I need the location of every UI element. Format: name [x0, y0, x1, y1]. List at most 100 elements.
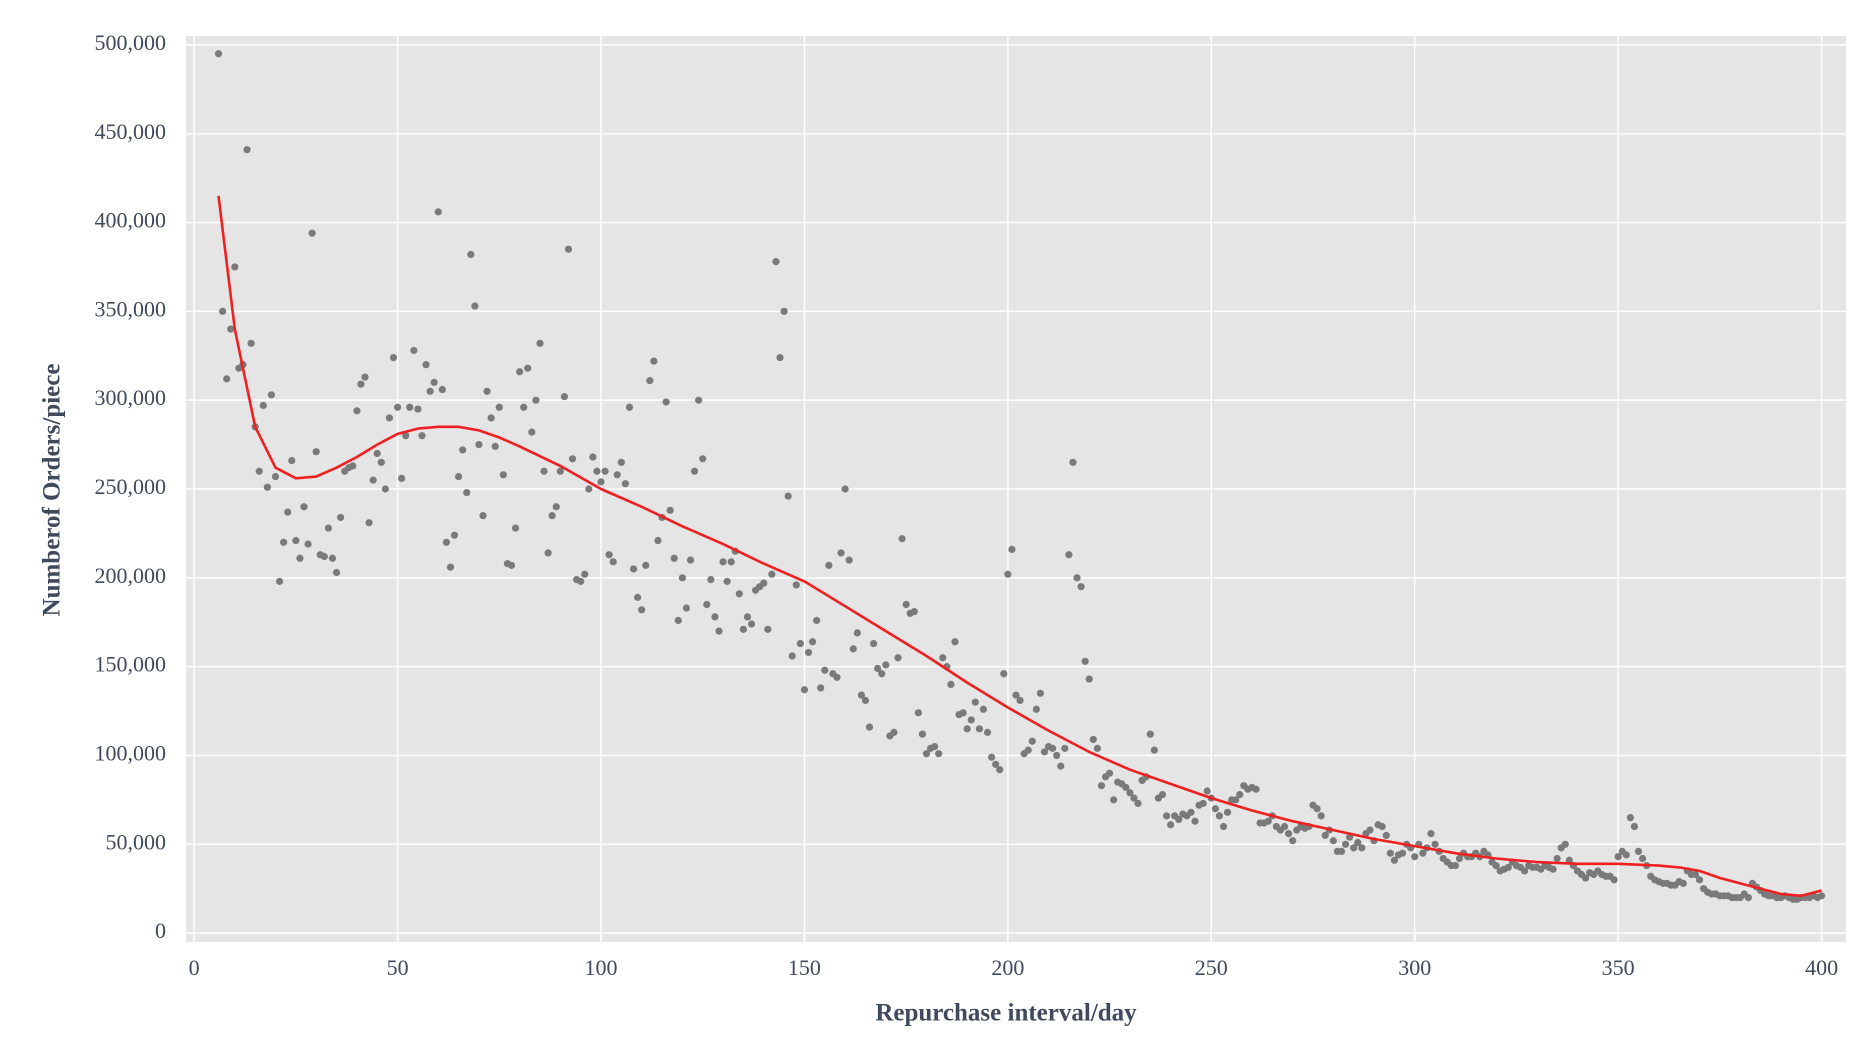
point: [1016, 696, 1024, 705]
point: [1329, 837, 1337, 845]
point: [463, 488, 471, 497]
point: [727, 558, 735, 566]
point: [1077, 583, 1085, 591]
point: [703, 600, 711, 609]
point: [337, 513, 345, 522]
point: [1280, 822, 1289, 831]
point: [328, 554, 337, 562]
point: [406, 403, 414, 411]
point: [1610, 876, 1618, 884]
point: [491, 442, 499, 450]
point: [935, 750, 943, 758]
point: [743, 613, 752, 621]
point: [475, 440, 483, 449]
point: [568, 455, 577, 463]
y-tick-label: 300,000: [95, 385, 167, 410]
point: [747, 620, 756, 628]
point: [1187, 808, 1195, 816]
point: [1150, 746, 1158, 754]
x-tick-label: 200: [991, 955, 1024, 980]
point: [979, 705, 988, 713]
y-tick-label: 50,000: [106, 829, 167, 854]
y-tick-label: 350,000: [95, 296, 167, 321]
point: [446, 563, 455, 571]
y-tick-label: 450,000: [95, 119, 167, 144]
point: [808, 638, 817, 646]
point: [1053, 751, 1061, 760]
point: [1252, 785, 1260, 793]
point: [1744, 893, 1752, 902]
point: [1614, 853, 1622, 861]
point: [1175, 815, 1183, 824]
x-tick-label: 50: [387, 955, 409, 980]
point: [666, 506, 674, 514]
point: [255, 467, 263, 475]
point: [1073, 574, 1081, 582]
point: [450, 531, 459, 539]
point: [544, 549, 552, 557]
point: [369, 476, 377, 484]
point: [1427, 830, 1435, 838]
point: [589, 453, 597, 461]
point: [495, 403, 503, 411]
point: [507, 561, 516, 569]
point: [1634, 847, 1643, 856]
x-tick-label: 150: [788, 955, 821, 980]
point: [939, 654, 947, 662]
point: [1354, 838, 1362, 847]
point: [1219, 822, 1228, 831]
point: [1565, 856, 1573, 864]
point: [1264, 817, 1272, 825]
point: [695, 396, 703, 404]
point: [902, 600, 910, 609]
point: [1378, 822, 1386, 831]
point: [532, 396, 540, 404]
point: [381, 485, 389, 493]
point: [454, 472, 463, 481]
point: [312, 448, 320, 456]
point: [1012, 691, 1020, 699]
point: [1069, 458, 1077, 466]
point: [1341, 840, 1350, 848]
point: [389, 353, 398, 362]
point: [715, 627, 723, 635]
point: [1232, 796, 1240, 804]
point: [601, 467, 609, 475]
point: [1695, 876, 1704, 884]
point: [1081, 657, 1089, 665]
point: [1036, 689, 1045, 697]
point: [772, 258, 780, 266]
point: [719, 558, 727, 566]
point: [1346, 833, 1354, 841]
point: [1520, 867, 1529, 875]
point: [214, 50, 223, 58]
point: [760, 579, 768, 587]
point: [524, 364, 532, 372]
point: [1691, 870, 1700, 879]
point: [813, 616, 821, 625]
point: [308, 229, 316, 237]
point: [1126, 789, 1134, 797]
point: [878, 670, 886, 678]
point: [422, 361, 430, 369]
point: [739, 625, 748, 633]
point: [467, 250, 475, 259]
point: [874, 664, 882, 673]
point: [1110, 796, 1118, 804]
point: [442, 538, 450, 546]
point: [1065, 551, 1073, 559]
point: [1561, 840, 1569, 848]
point: [520, 403, 528, 411]
point: [853, 629, 861, 637]
point: [804, 648, 813, 657]
point: [288, 456, 296, 465]
point: [1097, 782, 1106, 790]
point: [987, 753, 996, 761]
y-tick-label: 100,000: [95, 741, 167, 766]
point: [764, 625, 772, 633]
point: [292, 536, 300, 545]
point: [699, 455, 707, 463]
point: [711, 613, 719, 621]
point: [528, 428, 536, 436]
point: [1582, 874, 1590, 882]
